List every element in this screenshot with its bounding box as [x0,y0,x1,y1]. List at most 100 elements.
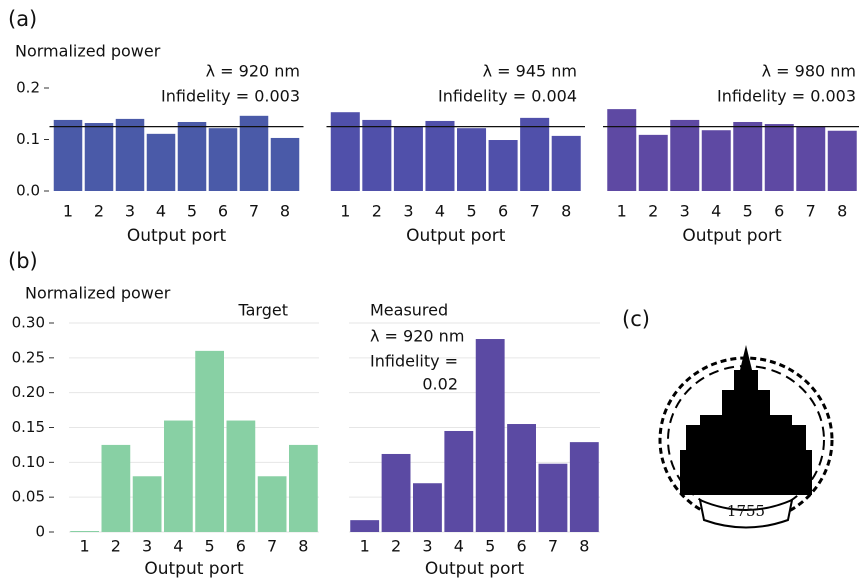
bar [764,124,794,191]
x-tick-label: 3 [680,202,690,221]
y-tick-label: 0.0 [16,182,40,200]
bar [208,128,238,191]
annotation: λ = 945 nm [483,62,577,81]
y-tick-label: 0.25 [12,348,45,366]
bar [507,424,536,532]
x-tick-label: 4 [711,202,721,221]
annotation: Infidelity = 0.003 [161,87,300,106]
x-tick-label: 5 [485,537,495,556]
y-axis-label: Normalized power [25,284,171,303]
bar [425,120,455,191]
x-tick-label: 4 [435,202,445,221]
bar [733,121,763,191]
x-tick-label: 5 [205,537,215,556]
bar [115,118,145,191]
chart-title: Measured [370,301,448,320]
x-tick-label: 8 [837,202,847,221]
bar [701,130,731,191]
x-tick-label: 1 [617,202,627,221]
annotation: λ = 920 nm [370,327,464,346]
bar [827,130,857,191]
bar [164,420,193,532]
bar [195,350,224,532]
bar [289,444,318,532]
x-tick-label: 6 [236,537,246,556]
annotation: 0.02 [422,375,458,394]
x-tick-label: 1 [360,537,370,556]
annotation: Infidelity = 0.003 [717,87,856,106]
x-tick-label: 2 [648,202,658,221]
bar [393,126,423,191]
bar [638,134,668,191]
bar [70,531,99,532]
y-tick-label: 0.2 [16,79,40,97]
panel-label: (c) [622,307,650,331]
y-tick-label: 0.15 [12,418,45,436]
logo: 1755 [658,345,834,529]
bar [520,117,550,191]
bar [607,109,637,191]
x-tick-label: 1 [80,537,90,556]
bar [53,119,83,191]
annotation: λ = 920 nm [206,62,300,81]
panel-label: (b) [8,249,38,273]
y-tick-label: 0 [35,523,45,541]
x-tick-label: 8 [579,537,589,556]
bar [538,463,568,532]
x-tick-label: 8 [298,537,308,556]
bar [444,430,474,532]
y-tick-label: 0.05 [12,488,45,506]
x-tick-label: 3 [125,202,135,221]
bar [488,140,518,191]
bar [226,420,256,532]
y-axis-label: Normalized power [15,42,161,61]
bar [350,520,380,532]
x-tick-label: 4 [454,537,464,556]
x-tick-label: 5 [466,202,476,221]
bar [177,121,207,191]
panel-label: (a) [8,7,37,31]
annotation: Infidelity = 0.004 [438,87,577,106]
y-tick-label: 0.30 [12,314,45,332]
annotation: λ = 980 nm [762,62,856,81]
chart-title: Target [238,301,289,320]
x-axis-label: Output port [144,559,244,578]
x-tick-label: 6 [498,202,508,221]
x-tick-label: 3 [422,537,432,556]
y-tick-label: 0.1 [16,130,40,148]
bar [413,483,442,532]
bar [330,112,360,191]
bar [551,135,581,191]
bar [132,476,162,532]
x-tick-label: 5 [187,202,197,221]
y-tick-label: 0.20 [12,383,45,401]
logo-text: 1755 [727,502,765,520]
x-tick-label: 4 [173,537,183,556]
x-tick-label: 7 [806,202,816,221]
bar [381,453,411,532]
x-axis-label: Output port [682,226,782,246]
y-tick-label: 0.10 [12,453,45,471]
bar [475,339,505,532]
x-tick-label: 6 [516,537,526,556]
bar [457,128,487,191]
bar [670,119,700,191]
x-tick-label: 7 [548,537,558,556]
x-tick-label: 6 [774,202,784,221]
bar [796,126,826,191]
x-tick-label: 8 [561,202,571,221]
x-axis-label: Output port [406,226,506,246]
x-tick-label: 4 [156,202,166,221]
x-tick-label: 2 [111,537,121,556]
bar [257,476,287,532]
x-tick-label: 7 [530,202,540,221]
x-tick-label: 8 [280,202,290,221]
x-tick-label: 1 [63,202,73,221]
bar [362,119,392,191]
x-tick-label: 5 [743,202,753,221]
x-tick-label: 7 [267,537,277,556]
x-tick-label: 3 [403,202,413,221]
x-tick-label: 3 [142,537,152,556]
x-axis-label: Output port [127,226,227,246]
